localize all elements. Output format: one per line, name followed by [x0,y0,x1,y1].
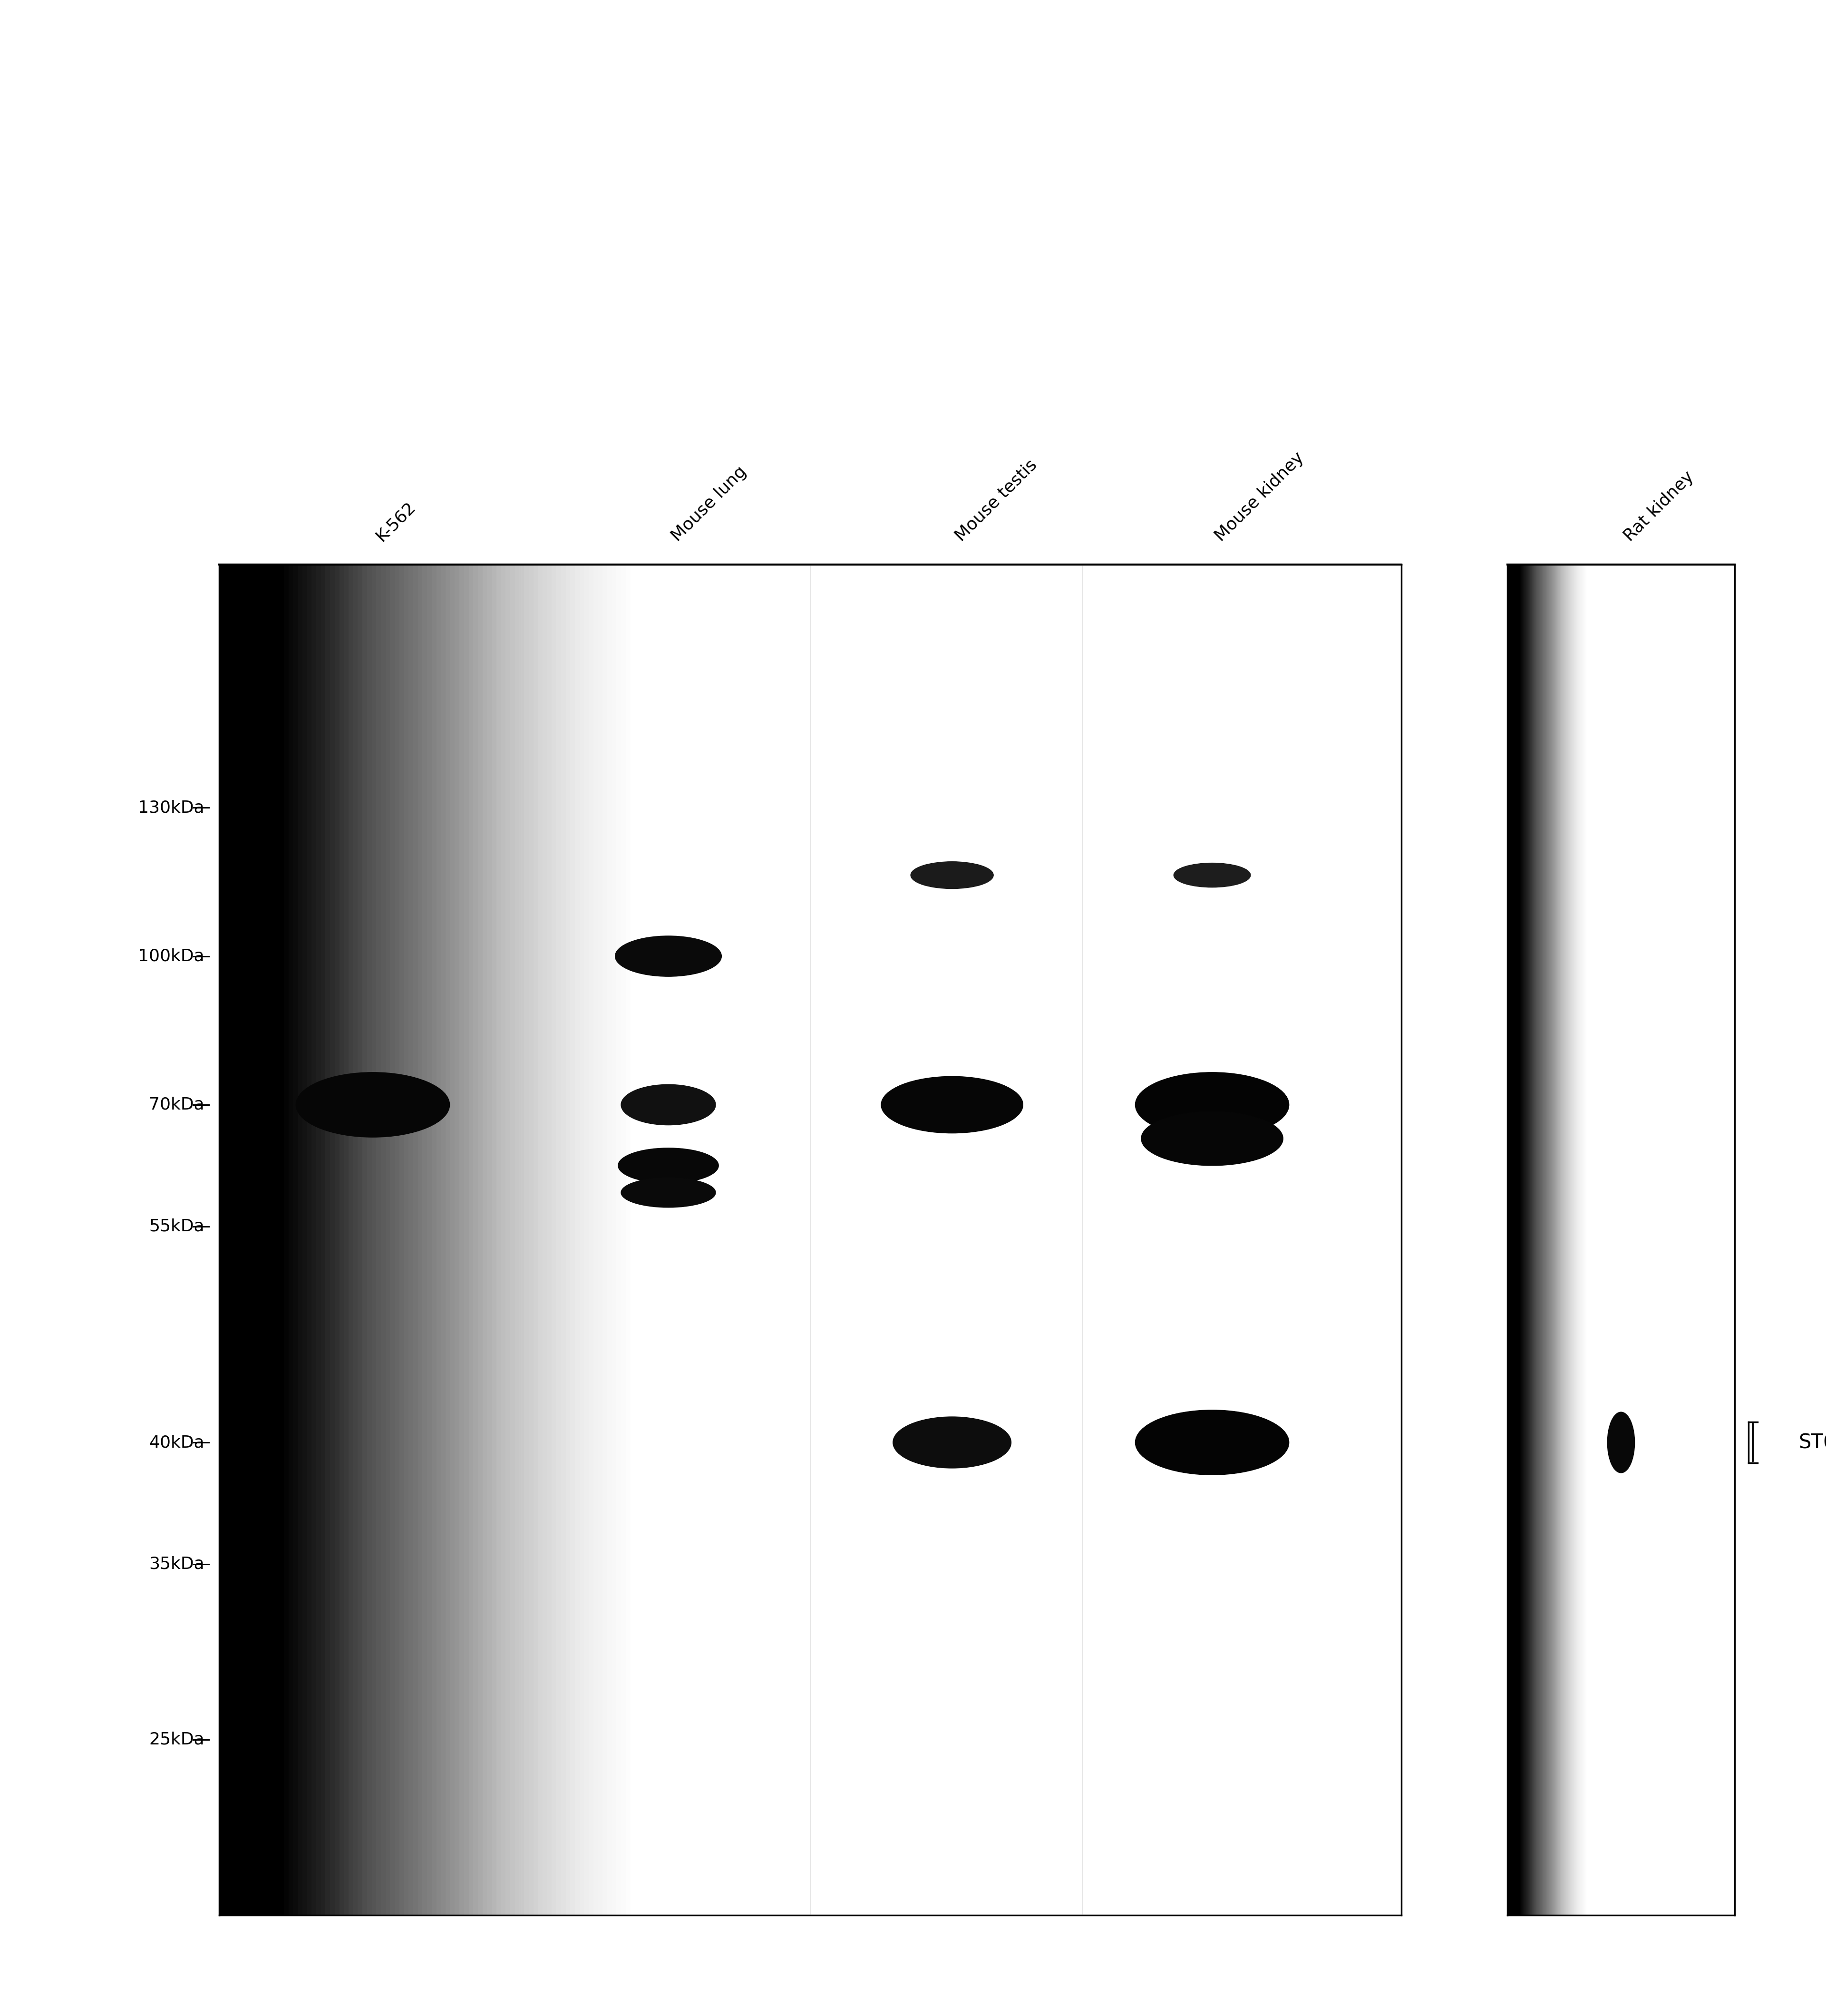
Text: Mouse lung: Mouse lung [668,464,749,544]
Ellipse shape [621,1177,716,1208]
Text: Mouse kidney: Mouse kidney [1212,450,1307,544]
Text: —: — [192,1097,210,1113]
Ellipse shape [1174,863,1251,887]
Text: 70kDa: 70kDa [150,1097,205,1113]
Text: —: — [192,1218,210,1236]
Text: ST6GALNAC2: ST6GALNAC2 [1799,1433,1826,1452]
Ellipse shape [621,1085,716,1125]
Ellipse shape [911,861,993,889]
Text: Rat kidney: Rat kidney [1621,468,1696,544]
Text: 25kDa: 25kDa [150,1732,205,1748]
Text: Mouse testis: Mouse testis [951,456,1039,544]
Text: —: — [192,1433,210,1452]
Text: K-562: K-562 [373,498,418,544]
Text: 130kDa: 130kDa [139,800,205,816]
Ellipse shape [1141,1111,1284,1165]
Text: —: — [192,1730,210,1748]
Text: 100kDa: 100kDa [139,948,205,964]
Text: 40kDa: 40kDa [150,1433,205,1452]
Ellipse shape [1607,1411,1634,1474]
Text: —: — [192,1554,210,1572]
Text: 35kDa: 35kDa [150,1556,205,1572]
Text: —: — [192,798,210,816]
Text: —: — [192,948,210,966]
Ellipse shape [1136,1073,1289,1137]
Ellipse shape [296,1073,449,1137]
Ellipse shape [893,1417,1012,1468]
Text: 55kDa: 55kDa [150,1218,205,1234]
Ellipse shape [615,935,721,976]
Ellipse shape [1136,1409,1289,1476]
Ellipse shape [617,1147,719,1183]
Ellipse shape [882,1077,1023,1133]
